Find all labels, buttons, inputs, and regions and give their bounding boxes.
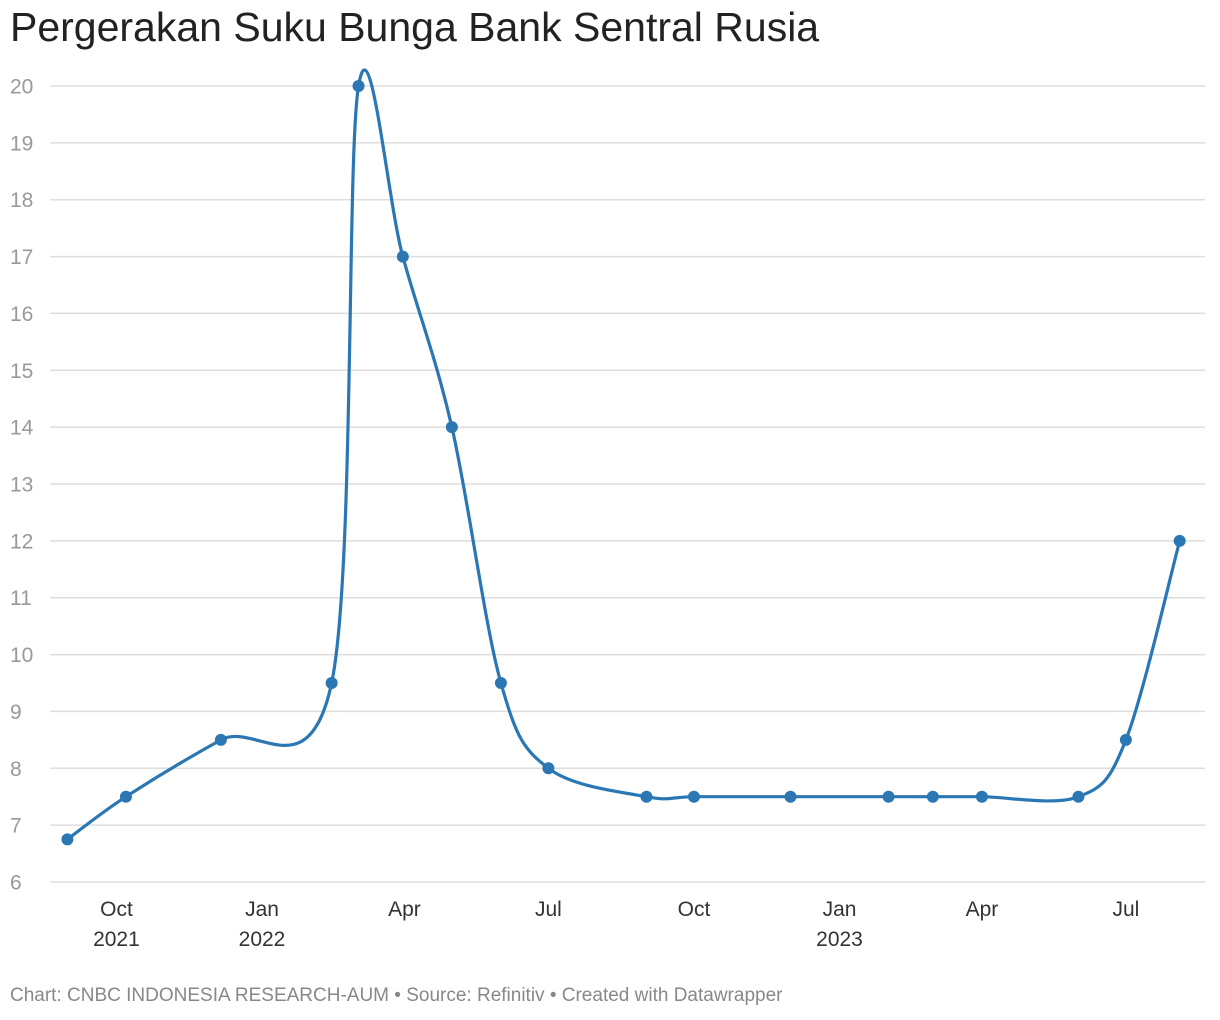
y-axis-ticks: 6 7 8 9 10 11 12 13 14 15 16 17 18 19 20 (10, 76, 34, 895)
y-tick-label-19: 19 (10, 132, 33, 155)
y-tick-label-17: 17 (10, 246, 33, 269)
x-tick-year-1: 2022 (239, 928, 286, 951)
x-tick-year-5: 2023 (816, 928, 863, 951)
chart-title: Pergerakan Suku Bunga Bank Sentral Rusia (10, 4, 820, 50)
data-point-13 (926, 790, 939, 803)
data-point-12 (882, 790, 895, 803)
data-point-1 (119, 790, 132, 803)
data-point-10 (687, 790, 700, 803)
x-tick-label-1: Jan (245, 898, 279, 921)
y-tick-label-20: 20 (10, 76, 33, 99)
x-axis-ticks: Oct 2021 Jan 2022 Apr Jul Oct Jan 2023 Apr Jul (93, 898, 1139, 951)
y-tick-label-13: 13 (10, 474, 33, 497)
data-point-14 (975, 790, 988, 803)
y-tick-label-18: 18 (10, 189, 33, 212)
data-point-8 (542, 762, 555, 775)
x-tick-label-4: Oct (678, 898, 711, 921)
data-point-15 (1072, 790, 1085, 803)
x-tick-label-3: Jul (535, 898, 562, 921)
y-tick-label-15: 15 (10, 360, 33, 383)
x-tick-label-2: Apr (388, 898, 421, 921)
y-tick-label-9: 9 (10, 701, 22, 724)
data-point-4 (352, 80, 365, 92)
data-point-0 (61, 833, 74, 846)
y-tick-label-7: 7 (10, 815, 22, 838)
line-chart: 6 7 8 9 10 11 12 13 14 15 16 17 18 19 20 Oct 2021 Jan 202… (10, 68, 1205, 951)
data-point-16 (1119, 733, 1132, 746)
data-point-17 (1173, 534, 1186, 547)
y-tick-label-8: 8 (10, 758, 22, 781)
x-tick-label-0: Oct (100, 898, 133, 921)
gridlines (50, 85, 1205, 883)
data-point-5 (396, 250, 409, 263)
data-point-2 (214, 733, 227, 746)
series-line-layer (66, 68, 1182, 841)
x-tick-label-5: Jan (823, 898, 857, 921)
y-tick-label-14: 14 (10, 417, 34, 440)
y-tick-label-10: 10 (10, 644, 33, 667)
series-points (61, 80, 1186, 846)
data-point-6 (445, 421, 458, 434)
data-point-7 (494, 677, 507, 689)
data-point-9 (640, 790, 653, 803)
x-tick-label-6: Apr (966, 898, 999, 921)
y-tick-label-6: 6 (10, 872, 22, 895)
x-tick-label-7: Jul (1112, 898, 1139, 921)
data-point-11 (784, 790, 797, 803)
y-tick-label-16: 16 (10, 303, 33, 326)
y-tick-label-11: 11 (10, 587, 32, 610)
y-tick-label-12: 12 (10, 530, 33, 553)
chart-footer: Chart: CNBC INDONESIA RESEARCH-AUM • Sou… (10, 985, 783, 1006)
series-line-0 (66, 68, 1182, 841)
data-point-3 (325, 677, 338, 689)
x-tick-year-0: 2021 (93, 928, 140, 951)
